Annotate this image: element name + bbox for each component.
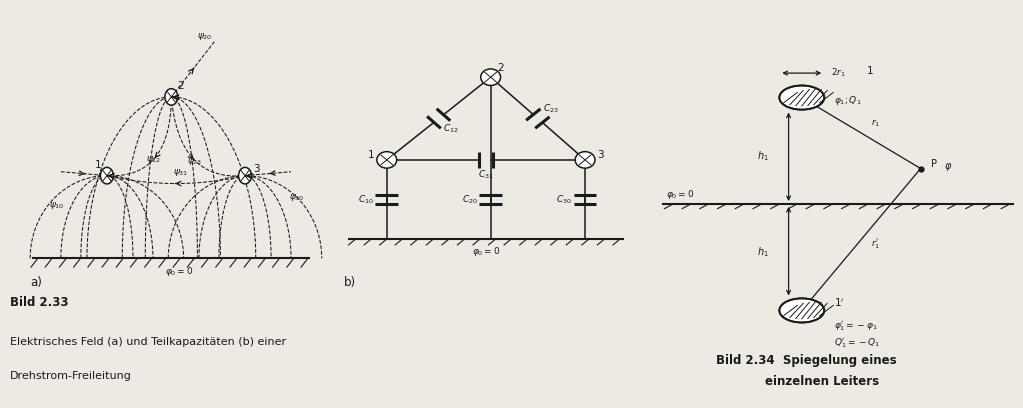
Text: 2: 2 xyxy=(498,63,504,73)
Text: einzelnen Leiters: einzelnen Leiters xyxy=(765,375,880,388)
Circle shape xyxy=(780,298,825,322)
Text: $r_1$: $r_1$ xyxy=(872,118,881,129)
Text: $C_{12}$: $C_{12}$ xyxy=(443,123,458,135)
Text: 2: 2 xyxy=(178,81,184,91)
Text: $\psi_{12}$: $\psi_{12}$ xyxy=(146,154,162,165)
Text: 1: 1 xyxy=(868,67,874,76)
Text: 3: 3 xyxy=(253,164,259,174)
Text: $C_{31}$: $C_{31}$ xyxy=(478,169,494,181)
Text: $\varphi_0{=}0$: $\varphi_0{=}0$ xyxy=(472,245,500,258)
Text: P: P xyxy=(931,159,937,169)
Circle shape xyxy=(481,69,500,85)
Text: Bild 2.33: Bild 2.33 xyxy=(10,296,69,309)
Text: $C_{23}$: $C_{23}$ xyxy=(543,102,559,115)
Text: b): b) xyxy=(345,276,356,289)
Circle shape xyxy=(376,152,397,168)
Text: Drehstrom-Freileitung: Drehstrom-Freileitung xyxy=(10,371,132,381)
Circle shape xyxy=(575,152,595,168)
Text: $h_1$: $h_1$ xyxy=(757,245,769,259)
Text: 3: 3 xyxy=(596,150,604,160)
Text: $\psi_{20}$: $\psi_{20}$ xyxy=(197,31,213,42)
Text: $r_1'$: $r_1'$ xyxy=(872,237,881,251)
Circle shape xyxy=(100,167,114,184)
Text: $C_{30}$: $C_{30}$ xyxy=(557,193,572,206)
Text: $1'$: $1'$ xyxy=(834,297,845,309)
Text: 1: 1 xyxy=(368,150,374,160)
Text: $Q_1' = -Q_1$: $Q_1' = -Q_1$ xyxy=(834,337,880,350)
Text: $2r_1$: $2r_1$ xyxy=(831,67,846,79)
Text: $\varphi_1' = -\varphi_1$: $\varphi_1' = -\varphi_1$ xyxy=(834,319,878,333)
Text: $\psi_{23}$: $\psi_{23}$ xyxy=(187,156,203,167)
Circle shape xyxy=(238,167,252,184)
Circle shape xyxy=(780,86,825,110)
Circle shape xyxy=(165,89,178,105)
Text: $\varphi_0{=}0$: $\varphi_0{=}0$ xyxy=(165,265,193,278)
Text: a): a) xyxy=(30,276,42,289)
Text: 1: 1 xyxy=(94,160,101,170)
Text: $\varphi_0{=}0$: $\varphi_0{=}0$ xyxy=(666,188,695,201)
Text: $\psi_{10}$: $\psi_{10}$ xyxy=(49,200,64,211)
Text: $\psi_{31}$: $\psi_{31}$ xyxy=(173,167,188,178)
Text: Bild 2.34  Spiegelung eines: Bild 2.34 Spiegelung eines xyxy=(716,354,896,367)
Text: $\varphi_1;Q_1$: $\varphi_1;Q_1$ xyxy=(834,94,861,107)
Text: $\psi_{30}$: $\psi_{30}$ xyxy=(290,192,305,203)
Text: $C_{10}$: $C_{10}$ xyxy=(358,193,373,206)
Text: $C_{20}$: $C_{20}$ xyxy=(461,193,478,206)
Text: Elektrisches Feld (a) und Teilkapazitäten (b) einer: Elektrisches Feld (a) und Teilkapazitäte… xyxy=(10,337,286,347)
Text: $\varphi$: $\varphi$ xyxy=(944,160,952,173)
Text: $h_1$: $h_1$ xyxy=(757,149,769,163)
